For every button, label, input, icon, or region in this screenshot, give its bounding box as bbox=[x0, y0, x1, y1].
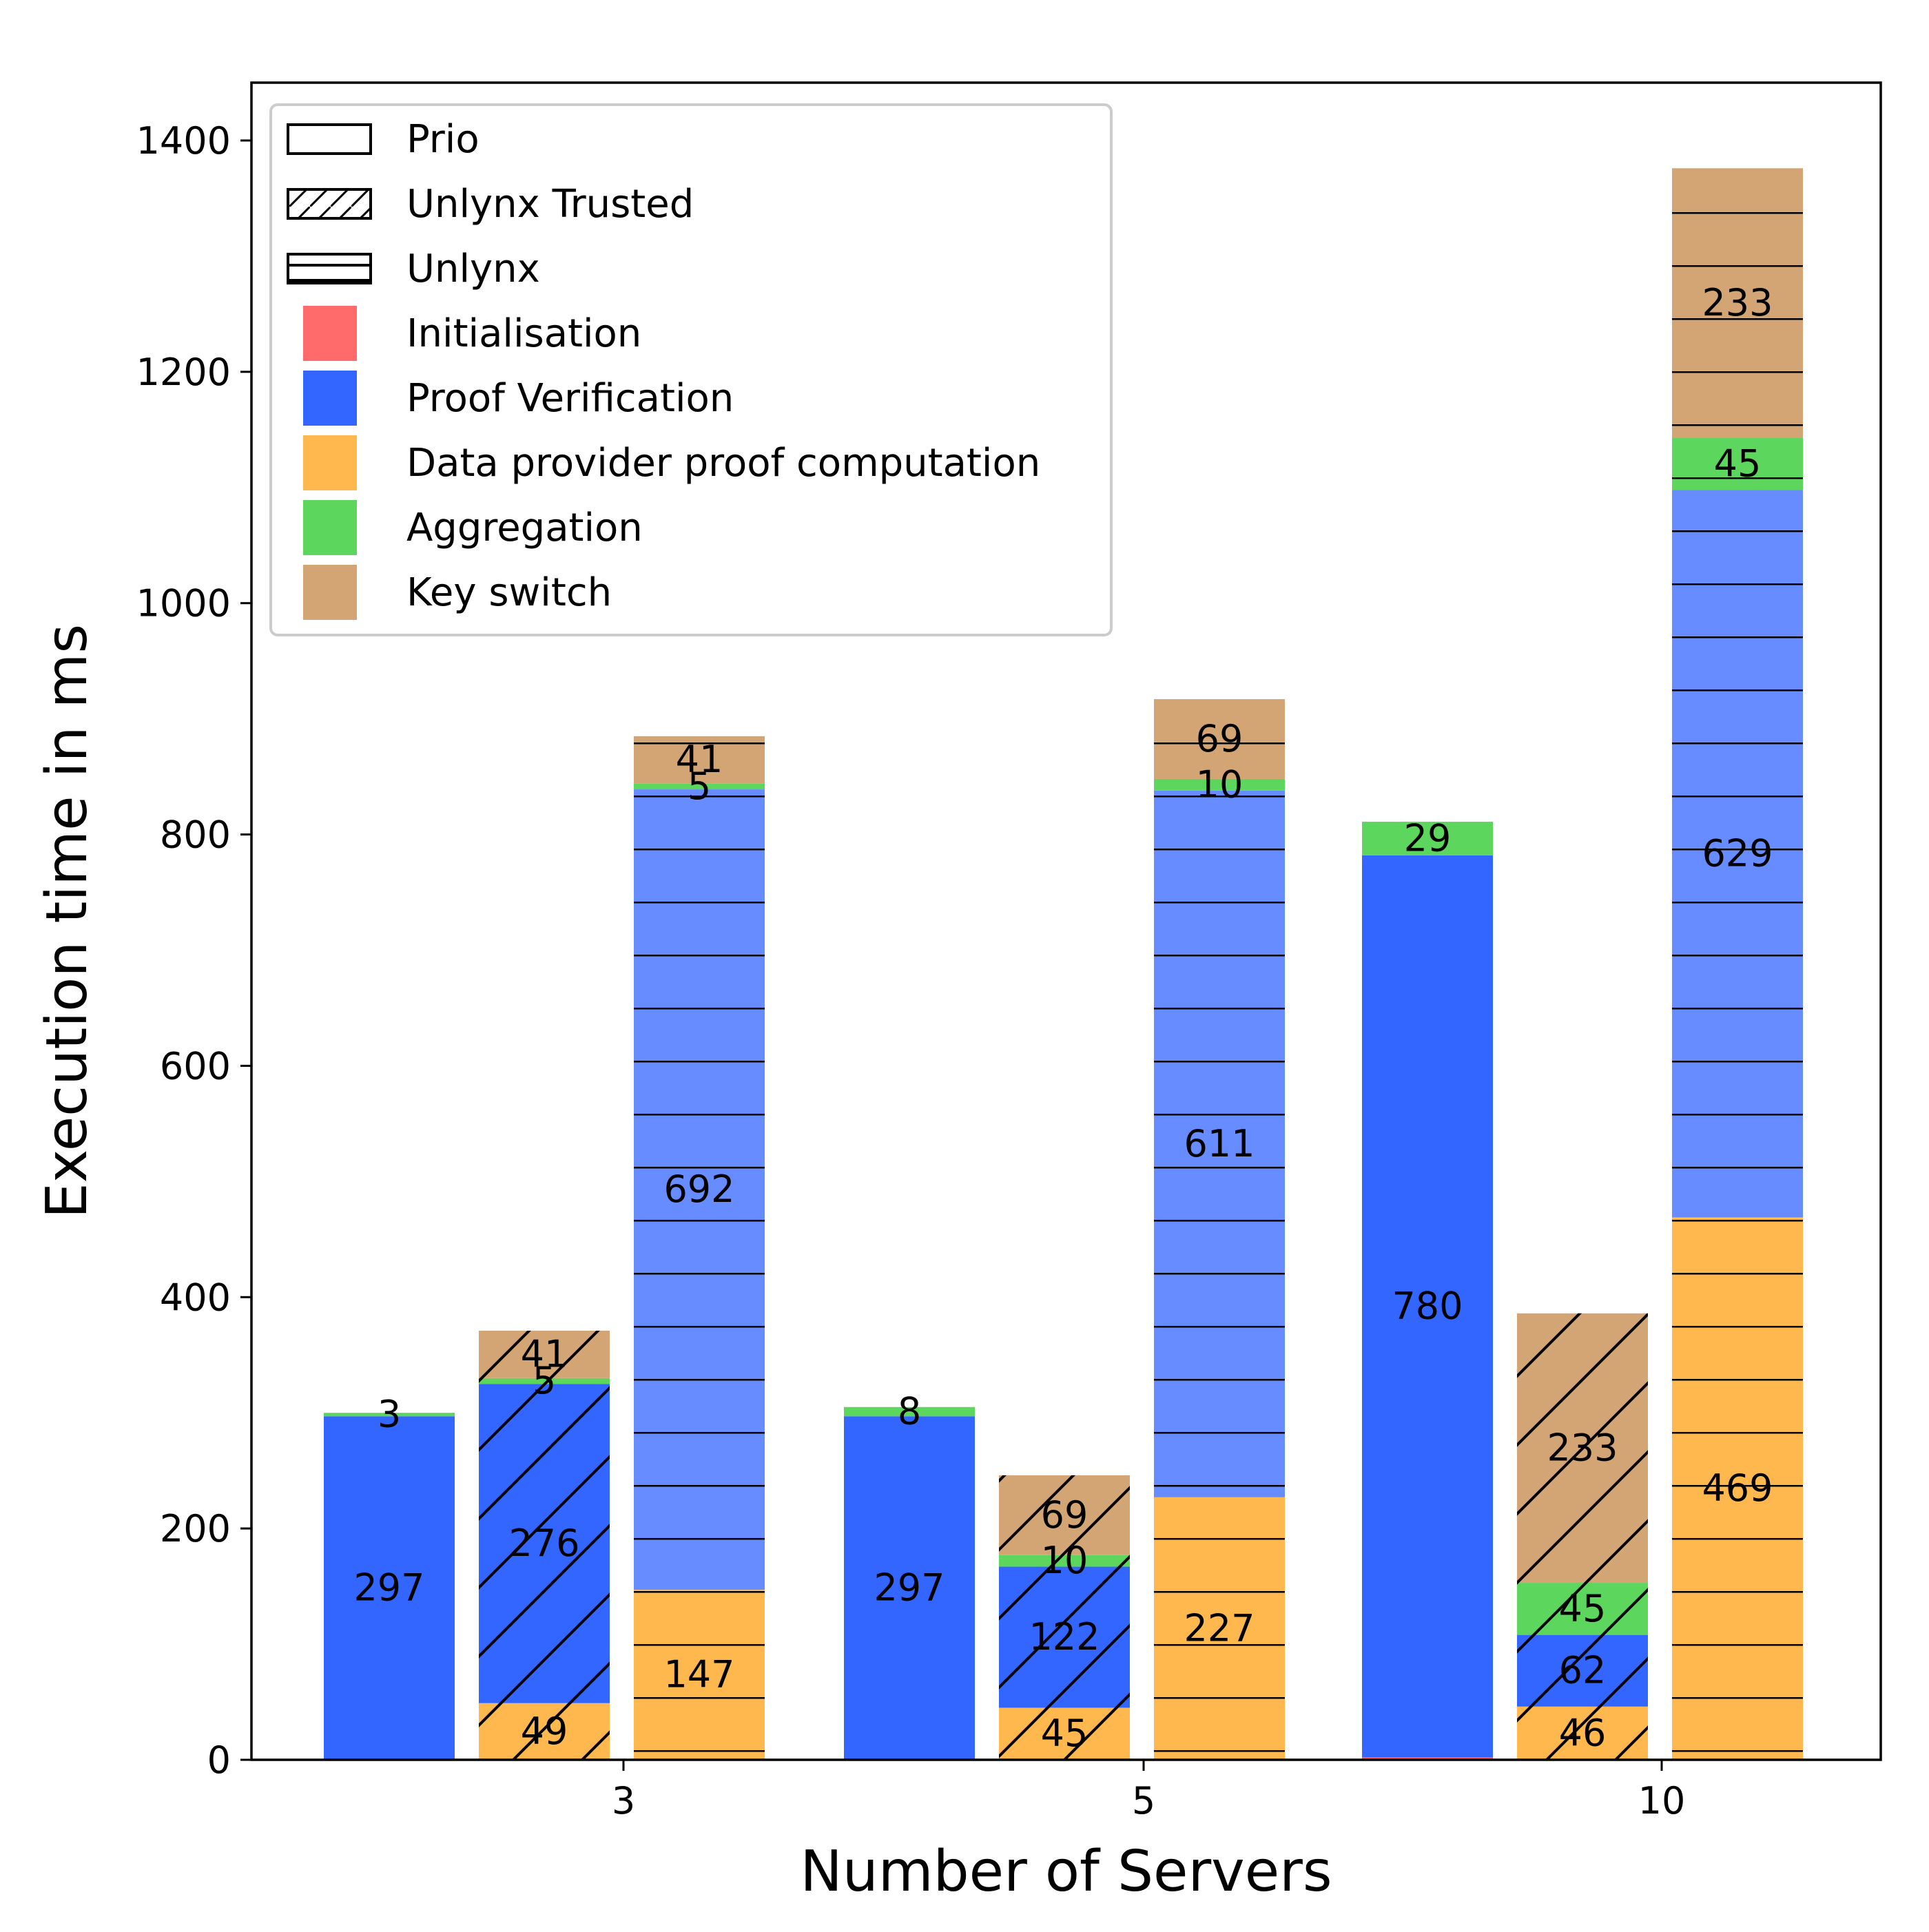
data-label: 611 bbox=[1184, 1122, 1255, 1165]
legend-item-prio: Prio bbox=[287, 117, 479, 162]
data-label: 3 bbox=[378, 1393, 401, 1436]
data-label: 69 bbox=[1196, 717, 1244, 760]
data-label: 5 bbox=[533, 1359, 556, 1402]
bar-prio-3: 297 3 bbox=[324, 1393, 455, 1760]
bar-unlynx-trusted-10: 46 62 45 233 bbox=[1517, 1313, 1648, 1760]
segment-aggregation bbox=[324, 1413, 455, 1417]
bar-prio-5: 297 8 bbox=[844, 1390, 975, 1760]
hatch-overlay bbox=[1154, 699, 1285, 1760]
legend-label: Prio bbox=[406, 117, 479, 162]
data-label: 780 bbox=[1392, 1285, 1463, 1328]
x-tick-label: 5 bbox=[1132, 1779, 1155, 1822]
legend-swatch-hatch bbox=[287, 188, 372, 220]
data-label: 49 bbox=[521, 1710, 568, 1753]
bar-unlynx-trusted-3: 49 276 541 bbox=[479, 1330, 610, 1760]
hatch-overlay bbox=[1672, 168, 1803, 1760]
plot-frame bbox=[250, 81, 1882, 1761]
legend-item-data-provider-proof-computation: Data provider proof computation bbox=[303, 435, 1040, 490]
data-label: 629 bbox=[1702, 831, 1773, 875]
segment-proof-verification bbox=[844, 1416, 975, 1760]
data-label: 10 bbox=[1041, 1539, 1089, 1582]
x-tick-label: 3 bbox=[612, 1779, 635, 1822]
y-tick-label: 800 bbox=[160, 813, 231, 857]
bar-unlynx-10: 469 629 45 233 bbox=[1672, 168, 1803, 1760]
legend-swatch bbox=[303, 500, 357, 555]
segment-proof-verification bbox=[324, 1416, 455, 1760]
data-label: 5 bbox=[688, 765, 711, 808]
data-label: 692 bbox=[663, 1167, 734, 1211]
legend-item-key-switch: Key switch bbox=[303, 565, 612, 620]
legend-label: Aggregation bbox=[406, 506, 643, 550]
legend: Prio Unlynx Trusted Unlynx Initialisation Pr… bbox=[269, 103, 1113, 636]
y-tick-label: 1000 bbox=[136, 582, 231, 625]
data-label: 227 bbox=[1184, 1606, 1255, 1650]
data-label: 46 bbox=[1559, 1711, 1607, 1754]
legend-label: Unlynx Trusted bbox=[406, 182, 694, 227]
data-label: 45 bbox=[1041, 1712, 1089, 1755]
legend-item-aggregation: Aggregation bbox=[303, 500, 643, 555]
data-label: 276 bbox=[508, 1521, 579, 1565]
legend-label: Data provider proof computation bbox=[406, 441, 1040, 486]
legend-item-unlynx: Unlynx bbox=[287, 247, 540, 291]
data-label: 297 bbox=[353, 1566, 424, 1610]
segment-proof-verification bbox=[1362, 855, 1493, 1758]
legend-item-initialisation: Initialisation bbox=[303, 306, 641, 361]
legend-label: Key switch bbox=[406, 570, 612, 615]
hatch-overlay bbox=[1517, 1313, 1648, 1760]
hatch-overlay bbox=[999, 1475, 1130, 1760]
legend-item-proof-verification: Proof Verification bbox=[303, 371, 734, 426]
hatch-overlay bbox=[479, 1330, 610, 1760]
bars-layer: 2973492765411476925412978451221069227611… bbox=[324, 168, 1803, 1760]
legend-swatch bbox=[303, 371, 357, 426]
y-tick-label: 600 bbox=[160, 1044, 231, 1088]
legend-label: Proof Verification bbox=[406, 376, 734, 421]
y-axis-label: Execution time in ms bbox=[34, 624, 100, 1218]
segment-aggregation bbox=[844, 1406, 975, 1417]
data-label: 41 bbox=[521, 1332, 568, 1375]
data-label: 41 bbox=[676, 738, 723, 781]
data-label: 297 bbox=[874, 1566, 945, 1610]
legend-swatch-hatch bbox=[287, 253, 372, 284]
segment-aggregation bbox=[1362, 822, 1493, 855]
data-label: 8 bbox=[898, 1390, 921, 1433]
bar-unlynx-3: 147 692 541 bbox=[634, 736, 765, 1760]
legend-label: Unlynx bbox=[406, 247, 540, 291]
data-label: 45 bbox=[1559, 1587, 1607, 1630]
bar-prio-10: 780 29 bbox=[1362, 816, 1493, 1760]
data-label: 233 bbox=[1547, 1426, 1618, 1469]
x-axis-label: Number of Servers bbox=[800, 1839, 1332, 1904]
hatch-overlay bbox=[634, 736, 765, 1760]
data-label: 233 bbox=[1702, 281, 1773, 324]
data-label: 62 bbox=[1559, 1649, 1607, 1692]
legend-box bbox=[269, 103, 1113, 636]
y-tick-label: 400 bbox=[160, 1276, 231, 1319]
y-tick-label: 0 bbox=[207, 1738, 231, 1782]
y-tick-label: 1400 bbox=[136, 119, 231, 163]
legend-swatch bbox=[303, 306, 357, 361]
x-tick-label: 10 bbox=[1638, 1779, 1686, 1822]
legend-swatch bbox=[287, 123, 372, 155]
data-label: 45 bbox=[1714, 442, 1762, 485]
axes-layer: 0 200 400 600 800 1000 1200 1400 3 5 10 Number of S… bbox=[34, 81, 1882, 1904]
legend-swatch bbox=[303, 565, 357, 620]
data-label: 29 bbox=[1404, 816, 1452, 860]
y-tick-label: 1200 bbox=[136, 351, 231, 394]
legend-item-unlynx-trusted: Unlynx Trusted bbox=[287, 182, 694, 227]
data-label: 69 bbox=[1041, 1493, 1089, 1537]
y-tick-label: 200 bbox=[160, 1507, 231, 1550]
data-label: 469 bbox=[1702, 1466, 1773, 1510]
legend-swatch bbox=[303, 435, 357, 490]
legend-label: Initialisation bbox=[406, 311, 641, 356]
data-label: 10 bbox=[1196, 762, 1244, 806]
data-label: 147 bbox=[663, 1653, 734, 1696]
data-label: 122 bbox=[1029, 1615, 1100, 1659]
